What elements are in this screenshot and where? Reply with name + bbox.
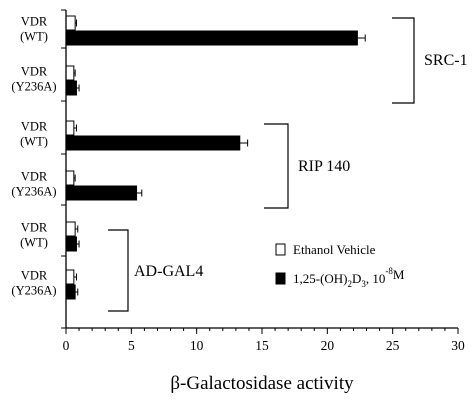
group-bracket-2 (108, 229, 129, 312)
category-label-line-2: (WT) (20, 236, 48, 250)
legend-label-part-5: -8 (385, 266, 393, 276)
x-tick-label: 5 (128, 338, 135, 353)
category-label-line-2: (WT) (20, 135, 48, 149)
group-label-0: SRC-1 (424, 52, 468, 69)
legend-swatch-0 (275, 243, 286, 256)
legend-label-part-2: D (352, 271, 361, 286)
category-label-line-2: (Y236A) (11, 185, 56, 199)
category-label-line-2: (WT) (20, 30, 48, 44)
error-bars-layer (73, 19, 366, 296)
bar-vehicle-1 (65, 65, 75, 81)
bar-vehicle-5 (65, 269, 75, 285)
group-brackets: SRC-1 RIP 140 AD-GAL4 (108, 17, 468, 312)
bar-treated-1 (65, 80, 77, 96)
x-tick-label: 15 (255, 338, 269, 353)
category-label-line-2: (Y236A) (11, 284, 56, 298)
category-label-line-1: VDR (21, 15, 48, 29)
bar-vehicle-2 (65, 120, 75, 136)
category-label-5: VDR (Y236A) (11, 269, 56, 298)
bar-treated-5 (65, 284, 76, 300)
x-axis-title: β-Galactosidase activity (170, 373, 354, 394)
category-label-line-1: VDR (21, 120, 48, 134)
legend-label-part-1: 2 (348, 279, 353, 289)
x-tick-label: 10 (190, 338, 204, 353)
legend: Ethanol Vehicle 1,25-(OH)2D3, 10-8M (275, 242, 405, 289)
bar-treated-2 (65, 135, 241, 151)
category-label-3: VDR (Y236A) (11, 170, 56, 199)
x-tick-label: 0 (63, 338, 70, 353)
x-tick-label: 25 (386, 338, 400, 353)
x-tick-label: 20 (321, 338, 335, 353)
axes: 0 5 10 15 20 25 30 (61, 9, 465, 353)
legend-label-0: Ethanol Vehicle (293, 242, 376, 257)
bar-treated-0 (65, 30, 358, 46)
category-label-line-1: VDR (21, 221, 48, 235)
category-label-2: VDR (WT) (20, 120, 48, 149)
category-label-line-1: VDR (21, 170, 48, 184)
category-label-line-1: VDR (21, 269, 48, 283)
category-label-line-2: (Y236A) (11, 80, 56, 94)
legend-label-part-6: M (393, 267, 405, 282)
category-label-0: VDR (WT) (20, 15, 48, 44)
group-label-2: AD-GAL4 (134, 263, 203, 280)
bar-vehicle-4 (65, 221, 76, 237)
bar-treated-4 (65, 236, 77, 252)
category-label-line-1: VDR (21, 65, 48, 79)
bar-vehicle-3 (65, 170, 75, 186)
group-bracket-1 (264, 123, 289, 209)
legend-swatch-1 (275, 272, 286, 285)
category-label-4: VDR (WT) (20, 221, 48, 250)
x-tick-label: 30 (451, 338, 465, 353)
category-label-1: VDR (Y236A) (11, 65, 56, 94)
legend-label-part-0: 1,25-(OH) (293, 271, 348, 286)
bar-treated-3 (65, 185, 138, 201)
group-bracket-0 (392, 17, 415, 104)
bar-vehicle-0 (65, 15, 76, 31)
legend-label-part-4: , 10 (366, 271, 386, 286)
legend-label-part-3: 3 (361, 279, 366, 289)
category-labels: VDR (WT)VDR (Y236A)VDR (WT)VDR (Y236A)VDR (WT… (11, 15, 56, 298)
legend-label-1: 1,25-(OH)2D3, 10-8M (293, 266, 405, 289)
group-label-1: RIP 140 (298, 158, 350, 175)
